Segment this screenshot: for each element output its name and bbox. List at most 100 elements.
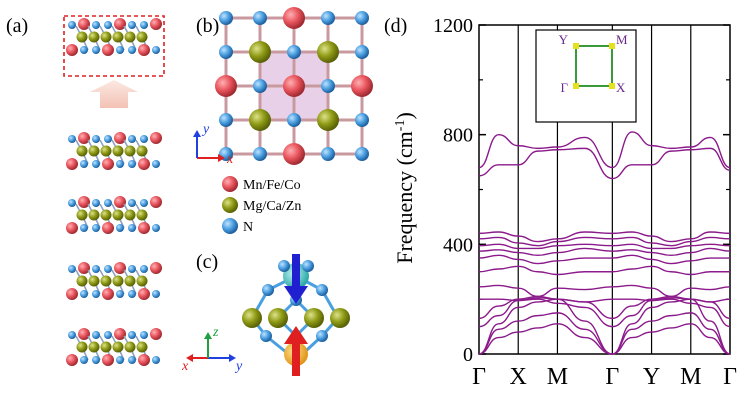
nitrogen-atom	[128, 331, 136, 339]
legend-metal-swatch	[222, 176, 238, 192]
nitrogen-atom	[355, 147, 369, 161]
x-tick-label: M	[680, 364, 701, 390]
nitrogen-atom	[116, 356, 124, 364]
spin-arrow-down-shaft	[292, 254, 300, 286]
nitrogen-atom	[152, 46, 160, 54]
metal-atom	[114, 18, 126, 30]
nitrogen-atom	[68, 265, 76, 273]
alkaline-atom	[88, 209, 100, 221]
nitrogen-atom	[152, 160, 160, 168]
alkaline-atom	[136, 31, 148, 43]
nitrogen-atom	[80, 290, 88, 298]
legend-alkaline-label: Mg/Ca/Zn	[243, 199, 301, 214]
panel-b: (b) x y Mn/Fe/Co Mg/Ca/Zn N	[193, 7, 373, 235]
alkaline-atom	[112, 145, 124, 157]
nitrogen-atom	[128, 290, 136, 298]
alkaline-atom	[136, 209, 148, 221]
metal-atom	[351, 75, 373, 97]
phonon-band-b11	[478, 243, 731, 250]
nitrogen-atom	[140, 21, 148, 29]
x-tick-label: Γ	[472, 364, 486, 390]
layer-stack	[66, 132, 162, 366]
nitrogen-atom	[253, 147, 267, 161]
alkaline-atom	[124, 341, 136, 353]
nitrogen-atom	[152, 224, 160, 232]
nitrogen-atom	[128, 224, 136, 232]
monolayer-side-view	[66, 18, 162, 56]
nitrogen-atom	[92, 224, 100, 232]
phonon-band-b13	[478, 231, 731, 243]
nitrogen-atom	[140, 199, 148, 207]
axes-b: x y	[193, 122, 234, 167]
legend-metal-label: Mn/Fe/Co	[243, 178, 301, 193]
nitrogen-atom	[92, 356, 100, 364]
phonon-band-b3	[478, 298, 731, 355]
nitrogen-atom	[92, 199, 100, 207]
nitrogen-atom	[104, 265, 112, 273]
alkaline-atom	[100, 275, 112, 287]
alkaline-atom	[112, 209, 124, 221]
x-tick-label: X	[510, 364, 527, 390]
alkaline-atom	[136, 145, 148, 157]
alkaline-atom	[124, 209, 136, 221]
nitrogen-atom	[262, 284, 274, 296]
axis-z-label-c: z	[212, 325, 219, 340]
metal-atom	[138, 158, 150, 170]
monolayer-side-view	[66, 132, 162, 170]
axis-x-label-b: x	[226, 152, 234, 167]
nitrogen-atom	[80, 46, 88, 54]
inset-point-label: M	[616, 32, 628, 47]
nitrogen-atom	[104, 135, 112, 143]
alkaline-atom	[124, 275, 136, 287]
metal-atom	[78, 196, 90, 208]
nitrogen-atom	[140, 265, 148, 273]
axis-y-label-c: y	[234, 359, 243, 374]
nitrogen-atom	[68, 331, 76, 339]
metal-atom	[138, 222, 150, 234]
x-tick-label: Γ	[723, 364, 737, 390]
panel-a: (a)	[6, 15, 165, 366]
inset-point-label: Y	[559, 32, 569, 47]
spin-arrow-down-head	[284, 286, 308, 304]
axis-y-label-b: y	[201, 122, 210, 137]
lattice-top-view	[215, 7, 373, 165]
alkaline-atom	[88, 341, 100, 353]
nitrogen-atom	[116, 290, 124, 298]
legend-nitrogen-label: N	[243, 220, 253, 235]
metal-atom	[138, 288, 150, 300]
alkaline-atom	[136, 341, 148, 353]
monolayer-side-view	[66, 196, 162, 234]
nitrogen-atom	[355, 11, 369, 25]
monolayer-side-view	[66, 328, 162, 366]
x-tick-label: Y	[643, 364, 660, 390]
metal-atom	[102, 158, 114, 170]
nitrogen-atom	[321, 147, 335, 161]
nitrogen-atom	[104, 199, 112, 207]
metal-atom	[102, 44, 114, 56]
metal-atom	[78, 132, 90, 144]
metal-atom	[150, 18, 162, 30]
nitrogen-atom	[316, 330, 328, 342]
alkaline-atom	[249, 109, 271, 131]
nitrogen-atom	[253, 79, 267, 93]
high-symmetry-point	[609, 43, 615, 49]
metal-atom	[66, 158, 78, 170]
monolayer-side-view	[66, 262, 162, 300]
metal-atom	[138, 44, 150, 56]
phonon-band-b8	[478, 265, 730, 276]
nitrogen-atom	[92, 46, 100, 54]
phonon-band-b6	[479, 297, 731, 303]
phonon-band-b15	[478, 131, 731, 169]
nitrogen-atom	[104, 21, 112, 29]
metal-atom	[215, 75, 237, 97]
nitrogen-atom	[128, 199, 136, 207]
nitrogen-atom	[116, 224, 124, 232]
metal-atom	[78, 328, 90, 340]
alkaline-atom	[88, 275, 100, 287]
alkaline-atom	[112, 341, 124, 353]
nitrogen-atom	[116, 46, 124, 54]
metal-atom	[150, 328, 162, 340]
nitrogen-atom	[104, 331, 112, 339]
metal-atom	[102, 222, 114, 234]
